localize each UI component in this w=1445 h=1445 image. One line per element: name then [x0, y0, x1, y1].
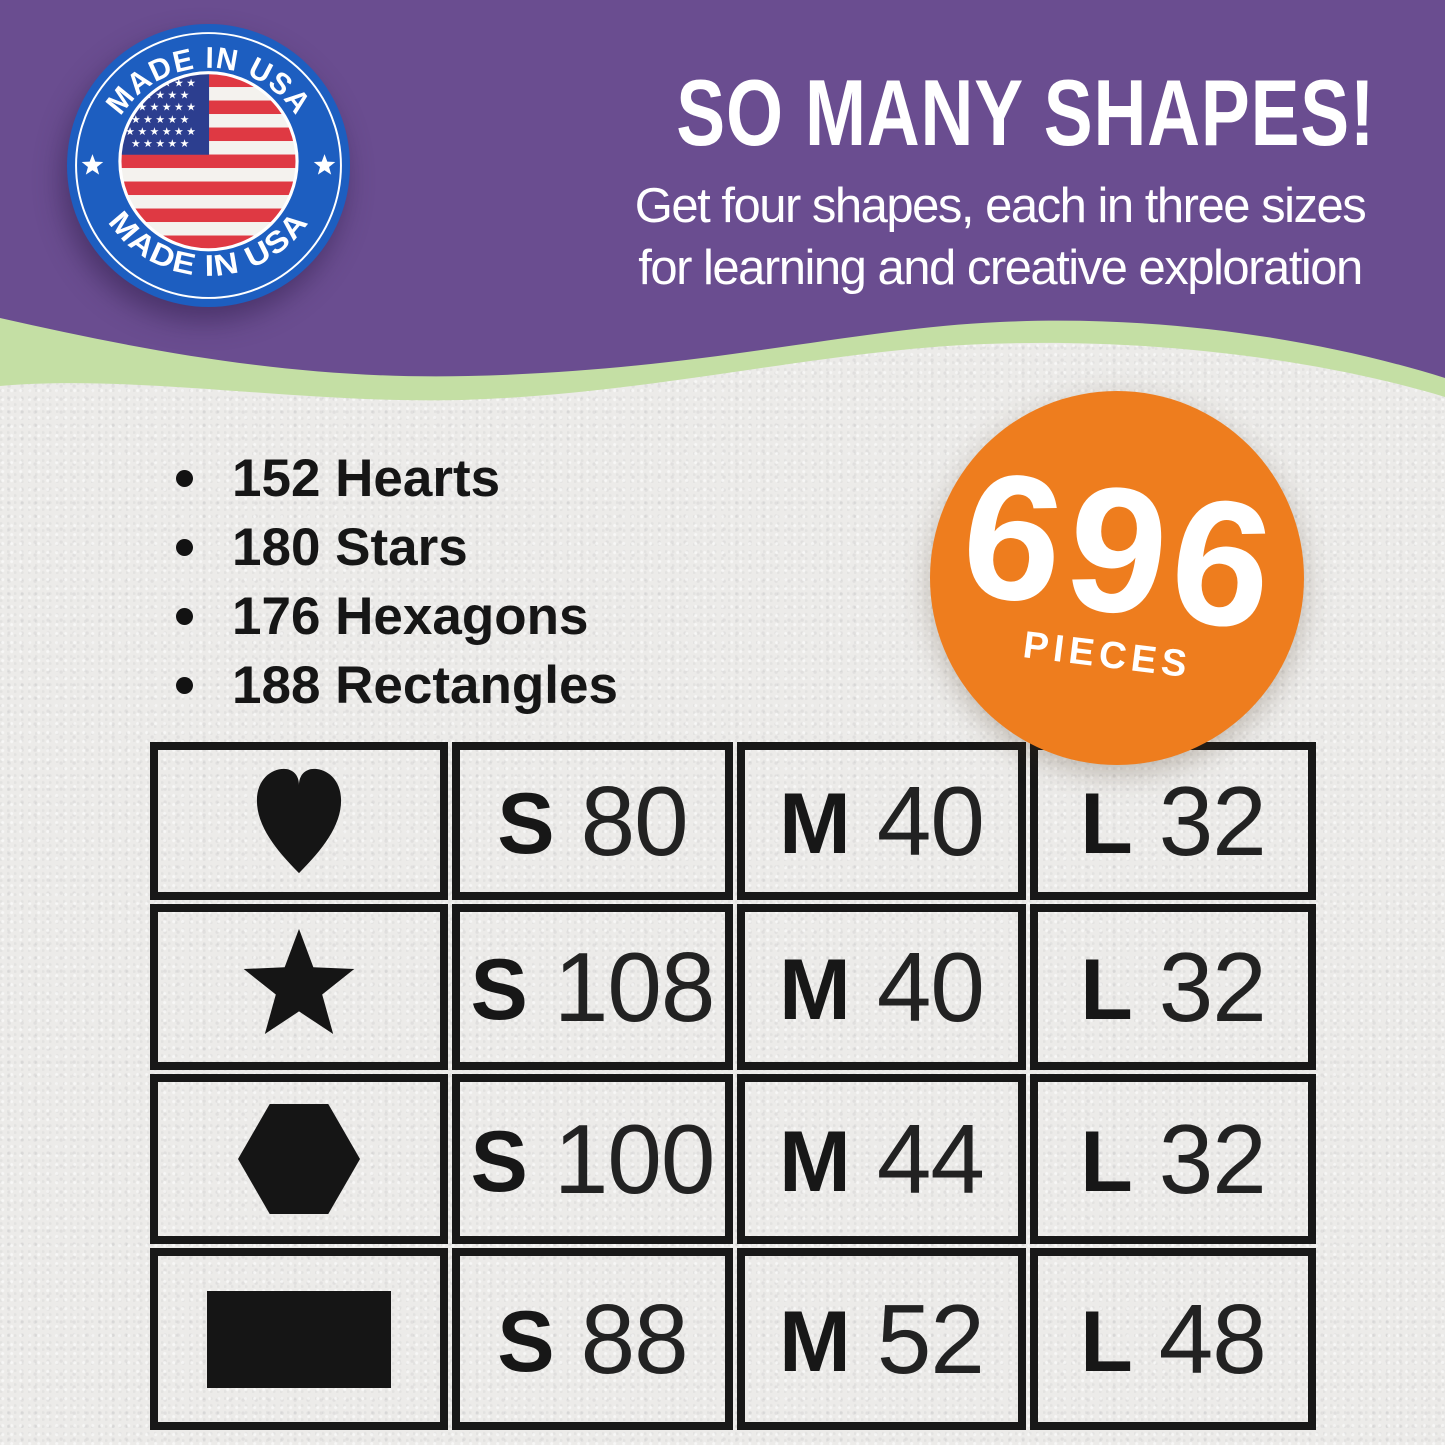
table-cell: L 32: [1030, 1074, 1316, 1244]
list-item: 152 Hearts: [176, 444, 618, 513]
size-count-table: S 80 M 40 L 32 S 108 M 40 L 32: [150, 742, 1316, 1430]
page-title: SO MANY SHAPES!: [676, 60, 1376, 165]
size-label: S: [470, 942, 528, 1038]
table-cell: M 52: [737, 1248, 1026, 1430]
svg-text:★★★★★: ★★★★★: [131, 137, 192, 150]
size-label: M: [779, 942, 851, 1038]
header: SO MANY SHAPES! Get four shapes, each in…: [585, 66, 1415, 299]
count-value: 32: [1158, 1104, 1267, 1214]
bullet-dot: [176, 677, 193, 694]
pieces-count: 696: [951, 432, 1289, 669]
count-value: 44: [876, 1104, 985, 1214]
table-cell-star-icon: [150, 904, 448, 1070]
subtitle-line-1: Get four shapes, each in three sizes: [634, 179, 1367, 233]
size-label: S: [497, 1294, 555, 1390]
table-cell: S 108: [452, 904, 733, 1070]
count-value: 80: [580, 766, 689, 876]
count-value: 32: [1158, 766, 1267, 876]
count-value: 32: [1158, 932, 1267, 1042]
size-label: L: [1080, 1294, 1133, 1390]
hexagon-icon: [238, 1104, 360, 1214]
table-cell: S 80: [452, 742, 733, 900]
subtitle-line-2: for learning and creative exploration: [638, 240, 1363, 295]
table-cell-hexagon-icon: [150, 1074, 448, 1244]
table-cell: S 100: [452, 1074, 733, 1244]
svg-text:★★★★★: ★★★★★: [131, 113, 192, 126]
size-label: S: [470, 1114, 528, 1210]
made-in-usa-seal-graphic: ★★★★★★ ★★★★★ ★★★★★★ ★★★★★ ★★★★★★ ★★★★★ M…: [67, 24, 350, 307]
table-cell: L 32: [1030, 904, 1316, 1070]
svg-text:★★★★★★: ★★★★★★: [125, 125, 198, 138]
bullet-dot: [176, 539, 193, 556]
size-label: L: [1080, 1114, 1133, 1210]
bullet-text: 152 Hearts: [232, 449, 501, 508]
header-wave-background: [0, 0, 1445, 401]
total-pieces-badge: 696 PIECES: [930, 391, 1304, 765]
count-value: 100: [553, 1104, 716, 1214]
list-item: 188 Rectangles: [176, 651, 618, 720]
size-label: M: [779, 1294, 851, 1390]
heart-icon: [256, 768, 342, 874]
made-in-usa-badge: ★★★★★★ ★★★★★ ★★★★★★ ★★★★★ ★★★★★★ ★★★★★ M…: [67, 24, 350, 307]
table-cell-heart-icon: [150, 742, 448, 900]
flag-ring: [118, 71, 299, 252]
size-label: M: [779, 776, 851, 872]
size-label: L: [1080, 776, 1133, 872]
size-label: L: [1080, 942, 1133, 1038]
count-value: 40: [876, 932, 985, 1042]
table-cell: M 40: [737, 904, 1026, 1070]
header-purple-band: [0, 0, 1445, 378]
star-icon: [243, 928, 355, 1034]
table-cell: M 44: [737, 1074, 1026, 1244]
table-cell-rectangle-icon: [150, 1248, 448, 1430]
count-value: 48: [1158, 1284, 1267, 1394]
count-value: 88: [580, 1284, 689, 1394]
table-cell: M 40: [737, 742, 1026, 900]
list-item: 176 Hexagons: [176, 582, 618, 651]
bullet-text: 180 Stars: [232, 518, 468, 577]
count-value: 40: [876, 766, 985, 876]
bullet-dot: [176, 470, 193, 487]
rectangle-icon: [207, 1290, 391, 1388]
table-cell: L 48: [1030, 1248, 1316, 1430]
bullet-text: 176 Hexagons: [232, 587, 589, 646]
bullet-text: 188 Rectangles: [232, 656, 618, 715]
total-pieces-badge-content: 696 PIECES: [948, 432, 1289, 696]
list-item: 180 Stars: [176, 513, 618, 582]
usa-flag-icon: ★★★★★★ ★★★★★ ★★★★★★ ★★★★★ ★★★★★★ ★★★★★: [120, 73, 297, 249]
shape-count-list: 152 Hearts 180 Stars 176 Hexagons 188 Re…: [176, 444, 618, 720]
count-value: 108: [553, 932, 716, 1042]
seal-outer-ring: [75, 32, 342, 299]
bullet-dot: [176, 608, 193, 625]
table-cell: S 88: [452, 1248, 733, 1430]
count-value: 52: [876, 1284, 985, 1394]
size-label: S: [497, 776, 555, 872]
table-cell: L 32: [1030, 742, 1316, 900]
size-label: M: [779, 1114, 851, 1210]
